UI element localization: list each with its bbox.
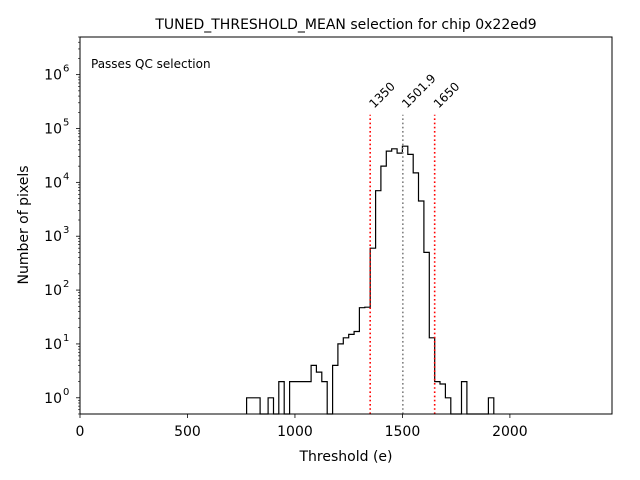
y-tick-label-1e4: 10 [44, 175, 62, 191]
y-tick-exp-1e5: 5 [63, 118, 69, 129]
y-tick-label-1e0: 10 [44, 391, 62, 407]
data-layer [246, 145, 495, 415]
x-axis-label: Threshold (e) [299, 449, 393, 465]
y-tick-exp-1e4: 4 [63, 171, 69, 182]
histogram-step-line [246, 145, 495, 415]
y-tick-exp-1e2: 2 [63, 279, 69, 290]
x-tick-label-1000: 1000 [277, 424, 313, 440]
qc-annotation: Passes QC selection [91, 57, 211, 71]
x-tick-label-500: 500 [174, 424, 201, 440]
y-tick-exp-1e1: 1 [63, 333, 69, 344]
y-tick-exp-1e6: 6 [63, 64, 69, 75]
vline-label-1501.9: 1501.9 [399, 71, 439, 111]
x-tick-label-0: 0 [76, 424, 85, 440]
y-tick-label-1e1: 10 [44, 337, 62, 353]
plot-frame [79, 36, 613, 415]
y-tick-exp-1e0: 0 [63, 387, 69, 398]
y-axis-label: Number of pixels [16, 165, 32, 284]
chart-title: TUNED_THRESHOLD_MEAN selection for chip … [154, 17, 536, 33]
y-tick-exp-1e3: 3 [63, 225, 69, 236]
y-tick-label-1e3: 10 [44, 229, 62, 245]
x-axis: 0 500 1000 1500 2000 [76, 414, 528, 440]
y-tick-label-1e2: 10 [44, 283, 62, 299]
y-tick-label-1e6: 10 [44, 68, 62, 84]
x-tick-label-1500: 1500 [385, 424, 421, 440]
x-tick-label-2000: 2000 [492, 424, 528, 440]
vline-label-1350: 1350 [366, 79, 397, 110]
y-tick-label-1e5: 10 [44, 122, 62, 138]
